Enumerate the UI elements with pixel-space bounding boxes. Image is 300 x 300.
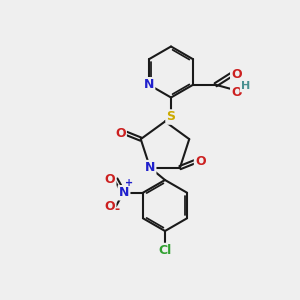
Text: O: O bbox=[115, 127, 126, 140]
Text: O: O bbox=[231, 86, 242, 99]
Text: O: O bbox=[105, 173, 115, 186]
Text: N: N bbox=[145, 161, 155, 174]
Text: -: - bbox=[115, 203, 120, 216]
Text: H: H bbox=[241, 81, 250, 91]
Text: N: N bbox=[144, 78, 154, 91]
Text: Cl: Cl bbox=[158, 244, 172, 257]
Text: +: + bbox=[125, 178, 133, 188]
Text: N: N bbox=[119, 186, 129, 199]
Text: O: O bbox=[231, 68, 242, 81]
Text: O: O bbox=[195, 155, 206, 168]
Text: S: S bbox=[167, 110, 176, 124]
Text: O: O bbox=[105, 200, 115, 213]
